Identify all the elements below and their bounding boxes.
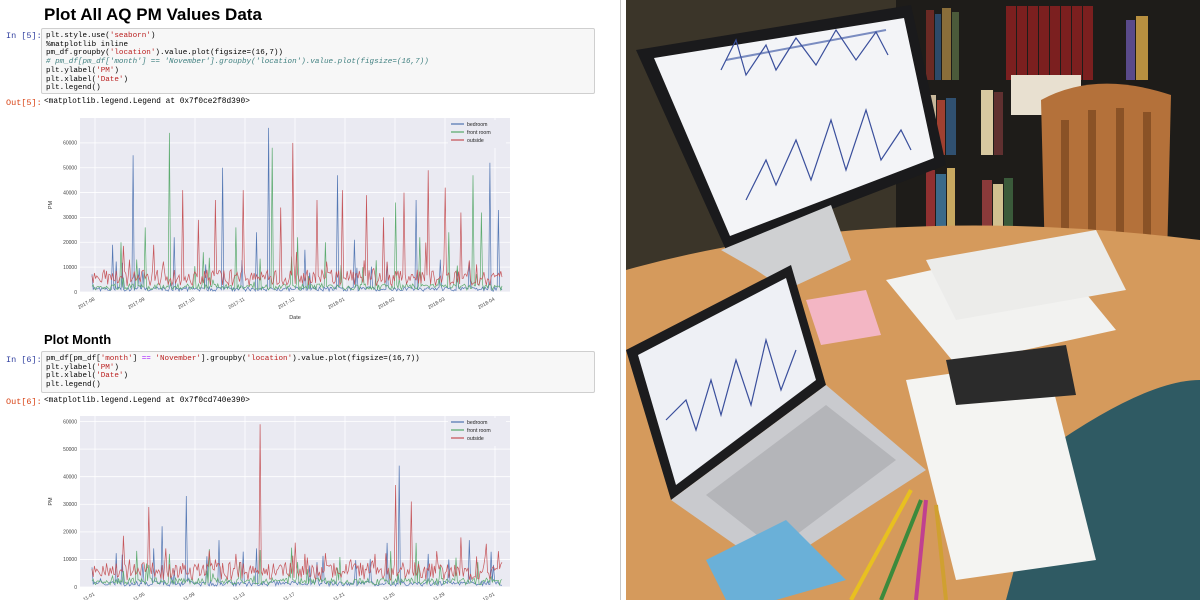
x-tick-label: 2018-03 (427, 296, 446, 310)
papers-on-desk (806, 230, 1126, 580)
series-line-bedroom (91, 127, 503, 293)
x-tick-label: 2017-09 (127, 296, 146, 310)
pencils (706, 489, 948, 600)
y-tick-label: 0 (74, 585, 77, 591)
cell6-in-prompt: In [6]: (6, 355, 42, 365)
legend-box (448, 120, 506, 148)
x-tick-label: 2017-12 (277, 296, 296, 310)
section-title-all-data: Plot All AQ PM Values Data (44, 5, 262, 24)
y-tick-label: 60000 (63, 141, 77, 147)
x-tick-label: 11-09 (182, 591, 196, 600)
x-tick-label: 12-01 (482, 591, 496, 600)
code-line: plt.xlabel('Date') (46, 372, 129, 381)
y-tick-label: 50000 (63, 166, 77, 172)
y-tick-label: 0 (74, 290, 77, 296)
x-tick-label: 11-29 (432, 591, 446, 600)
x-tick-label: 11-21 (332, 591, 346, 600)
x-tick-label: 2017-08 (77, 296, 96, 310)
chart-month-svg: 0 10000 20000 30000 40000 50000 60000 11-01 11-0… (48, 416, 510, 600)
y-axis-label: PM (48, 497, 54, 506)
y-tick-label: 40000 (63, 474, 77, 480)
code-line: plt.xlabel('Date') (46, 75, 129, 84)
x-axis-label: Date (289, 315, 301, 321)
x-tick-label: 2018-01 (327, 296, 346, 310)
y-tick-label: 10000 (63, 265, 77, 271)
y-tick-label: 20000 (63, 530, 77, 536)
cell6-out-prompt: Out[6]: (6, 397, 42, 407)
legend-box (448, 418, 506, 446)
x-tick-label: 11-25 (382, 591, 396, 600)
y-tick-label: 10000 (63, 557, 77, 563)
legend-label: front room (467, 428, 491, 434)
legend-label: bedroom (467, 420, 487, 426)
series-line-outside (91, 424, 503, 581)
workspace-photo-icon (626, 0, 1200, 600)
y-tick-label: 30000 (63, 215, 77, 221)
chart-all-data: 0 10000 20000 30000 40000 50000 60000 2017-08 20… (40, 112, 520, 322)
external-monitor (636, 5, 946, 290)
chart-all-data-svg: 0 10000 20000 30000 40000 50000 60000 2017-08 20… (48, 118, 510, 321)
y-tick-label: 50000 (63, 447, 77, 453)
x-tick-label: 2017-11 (227, 296, 246, 310)
legend-label: front room (467, 130, 491, 136)
legend-label: outside (467, 436, 484, 442)
series-line-outside (91, 142, 503, 287)
x-tick-label: 2018-04 (477, 296, 496, 310)
y-tick-label: 20000 (63, 240, 77, 246)
x-tick-label: 11-17 (282, 591, 296, 600)
code-line: plt.legend() (46, 84, 101, 93)
y-tick-label: 60000 (63, 419, 77, 425)
code-cell-5[interactable]: plt.style.use('seaborn') %matplotlib inli… (41, 28, 595, 94)
code-line: # pm_df[pm_df['month'] == 'November'].gr… (46, 58, 429, 67)
cell5-out-prompt: Out[5]: (6, 98, 42, 108)
section-title-month: Plot Month (44, 332, 112, 347)
code-line: %matplotlib inline (46, 40, 129, 49)
y-tick-label: 40000 (63, 190, 77, 196)
cell5-in-prompt: In [5]: (6, 31, 42, 41)
x-tick-label: 11-13 (232, 591, 246, 600)
notebook-panel: Plot All AQ PM Values Data In [5]: plt.s… (6, 0, 621, 600)
x-tick-label: 11-05 (132, 591, 146, 600)
legend-label: outside (467, 138, 484, 144)
code-line: pm_df.groupby('location').value.plot(fig… (46, 49, 283, 58)
code-line: plt.style.use('seaborn') (46, 32, 156, 40)
chart-month: 0 10000 20000 30000 40000 50000 60000 11-01 11-0… (40, 410, 520, 600)
x-tick-label: 11-01 (82, 591, 96, 600)
x-tick-label: 2018-02 (377, 296, 396, 310)
legend-label: bedroom (467, 122, 487, 128)
code-line: plt.legend() (46, 381, 101, 390)
cell5-output: <matplotlib.legend.Legend at 0x7f0ce2f8d… (44, 98, 250, 106)
laptop (626, 265, 926, 570)
code-line: pm_df[pm_df['month'] == 'November'].grou… (46, 355, 420, 363)
code-cell-6[interactable]: pm_df[pm_df['month'] == 'November'].grou… (41, 351, 595, 393)
workspace-photo (626, 0, 1200, 600)
y-axis-label: PM (48, 200, 54, 209)
cell6-output: <matplotlib.legend.Legend at 0x7f0cd740e… (44, 397, 250, 405)
y-tick-label: 30000 (63, 502, 77, 508)
code-line: plt.ylabel('PM') (46, 363, 119, 372)
x-tick-label: 2017-10 (177, 296, 196, 310)
code-line: plt.ylabel('PM') (46, 66, 119, 75)
